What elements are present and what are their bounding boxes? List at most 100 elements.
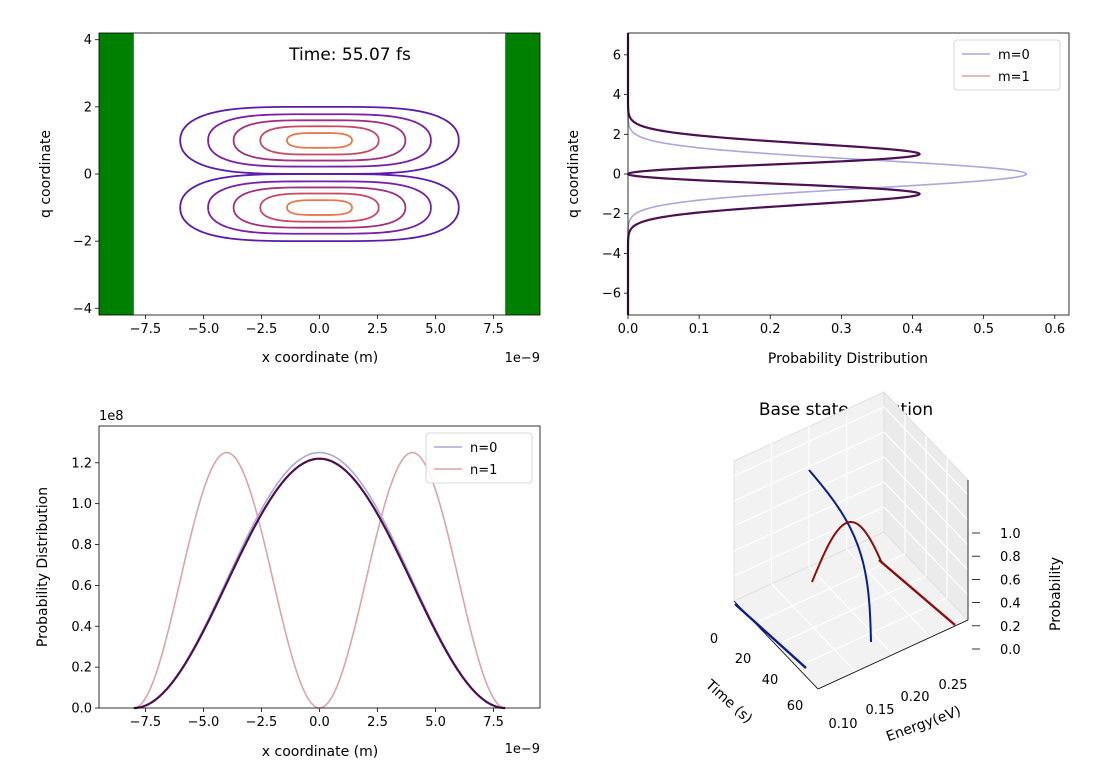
x-tick-label: 0.3	[831, 322, 852, 337]
y-offset-text: 1e8	[99, 409, 124, 424]
contour-level	[232, 119, 407, 162]
x-tick-label: 2.5	[367, 322, 388, 337]
x-distribution-plot: −7.5 −5.0 −2.5 0.0 2.5 5.0 7.5 0.0 0.2 0.4 0.6 0.8 1…	[35, 409, 541, 760]
x-axis-label: x coordinate (m)	[262, 350, 378, 366]
y-tick-label: 1.0	[71, 497, 92, 512]
y-axis-label: q coordinate	[38, 130, 54, 218]
x-tick-label: −5.0	[188, 715, 220, 730]
x-tick-label: 0.0	[309, 322, 330, 337]
axes-frame	[98, 32, 541, 316]
y-tick-label: 0	[613, 168, 621, 183]
contour-level	[179, 173, 460, 243]
probability-curve	[811, 521, 883, 583]
y-tick-label: 0.0	[71, 702, 92, 717]
x-tick-label: 7.5	[483, 322, 504, 337]
y-tick-label: 4	[613, 88, 621, 103]
y-tick-label: 2	[84, 100, 92, 115]
base-state-3d-plot: Base state evolution02040600.100.150.200…	[701, 390, 1064, 745]
x-tick-label: 20	[735, 652, 752, 667]
x-offset-text: 1e−9	[505, 351, 540, 366]
y-tick-label: 4	[84, 33, 92, 48]
x-axis-label: Time (s)	[701, 676, 755, 727]
projection-line	[878, 559, 956, 626]
contour-level	[259, 192, 380, 223]
x-tick-label: 40	[762, 673, 779, 688]
x-tick-label: −5.0	[188, 322, 220, 337]
y-axis-label: Energy(eV)	[884, 703, 963, 745]
legend-label: n=1	[470, 463, 497, 478]
series-line	[627, 32, 921, 316]
y-tick-label: −6	[602, 287, 621, 302]
z-axis-label: Probability	[1048, 557, 1064, 631]
z-tick-label: 1.0	[1000, 527, 1021, 542]
y-tick-label: 0.10	[829, 717, 858, 732]
axes-frame	[627, 32, 1070, 316]
y-tick-label: −4	[73, 302, 92, 317]
x-tick-label: −2.5	[246, 322, 278, 337]
grid-line	[846, 548, 931, 638]
x-axis-label: Probability Distribution	[768, 351, 928, 367]
y-tick-label: 0.20	[901, 690, 930, 705]
x-tick-label: 0.1	[689, 322, 710, 337]
x-tick-label: 0.5	[973, 322, 994, 337]
contour-level	[207, 180, 432, 235]
z-tick-label: 0.6	[1000, 573, 1021, 588]
contour-level	[259, 125, 380, 156]
contour-level	[232, 186, 407, 229]
z-tick-label: 0.4	[1000, 597, 1021, 612]
y-tick-label: 0	[84, 168, 92, 183]
series-line	[133, 451, 506, 709]
legend-label: m=0	[998, 48, 1030, 63]
y-tick-label: 0.8	[71, 538, 92, 553]
x-tick-label: −7.5	[130, 715, 162, 730]
legend-box	[425, 432, 533, 484]
x-tick-label: 0.0	[618, 322, 639, 337]
q-distribution-plot: 0.0 0.1 0.2 0.3 0.4 0.5 0.6 −6 −4 −2 0 2 4 6 m=0 m=1 Pro…	[566, 32, 1070, 367]
x-tick-label: 0.6	[1044, 322, 1065, 337]
x-tick-label: 5.0	[425, 715, 446, 730]
x-tick-label: −7.5	[130, 322, 162, 337]
contour-plot: −7.5 −5.0 −2.5 0.0 2.5 5.0 7.5 −4 −2 0 2 4 Time: 55.…	[38, 32, 541, 366]
x-tick-label: 0.0	[309, 715, 330, 730]
potential-wall	[99, 33, 134, 315]
y-tick-label: 0.4	[71, 620, 92, 635]
legend-label: m=1	[998, 70, 1030, 85]
potential-wall	[505, 33, 540, 315]
contour-level	[179, 105, 460, 175]
x-tick-label: 0.4	[902, 322, 923, 337]
grid-line	[796, 597, 948, 668]
grid-line	[775, 575, 927, 646]
legend-box	[953, 39, 1061, 91]
z-tick-label: 0.0	[1000, 643, 1021, 658]
x-tick-label: 0	[710, 632, 718, 647]
y-tick-label: 6	[613, 48, 621, 63]
z-tick-label: 0.8	[1000, 550, 1021, 565]
y-tick-label: 2	[613, 128, 621, 143]
y-tick-label: −2	[73, 235, 92, 250]
z-tick-label: 0.2	[1000, 620, 1021, 635]
y-tick-label: −2	[602, 207, 621, 222]
series-line	[133, 457, 506, 710]
series-line	[133, 451, 506, 709]
y-tick-label: 0.15	[866, 703, 895, 718]
projection-line	[734, 603, 807, 669]
axis-line	[817, 619, 969, 690]
x-tick-label: 5.0	[425, 322, 446, 337]
y-tick-label: 0.2	[71, 661, 92, 676]
y-axis-label: Probability Distribution	[35, 487, 51, 647]
time-annotation: Time: 55.07 fs	[288, 45, 411, 65]
x-tick-label: 2.5	[367, 715, 388, 730]
probability-curve	[808, 469, 872, 643]
x-tick-label: 0.2	[760, 322, 781, 337]
x-offset-text: 1e−9	[505, 742, 540, 757]
x-tick-label: 7.5	[483, 715, 504, 730]
x-axis-label: x coordinate (m)	[262, 744, 378, 760]
contour-level	[286, 199, 353, 216]
axes-frame	[98, 425, 541, 709]
y-tick-label: 0.25	[939, 678, 968, 693]
y-tick-label: 0.6	[71, 579, 92, 594]
contour-level	[286, 132, 353, 149]
x-tick-label: −2.5	[246, 715, 278, 730]
y-tick-label: 1.2	[71, 456, 92, 471]
x-tick-label: 60	[787, 699, 804, 714]
